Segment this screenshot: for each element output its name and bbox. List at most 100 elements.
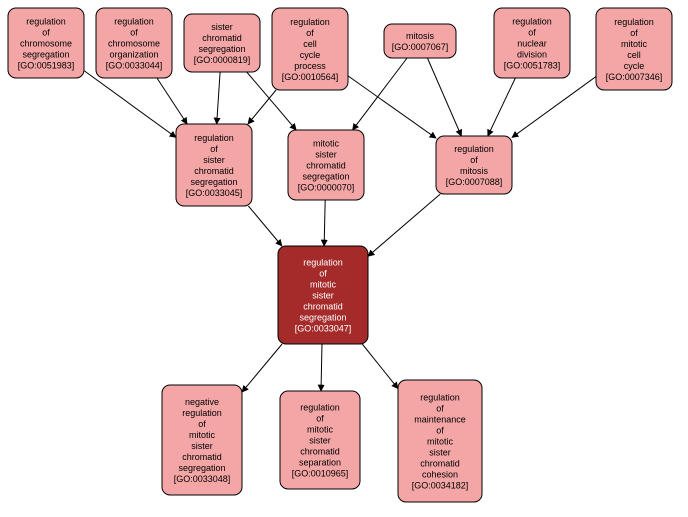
graph-node[interactable]: regulationofsisterchromatidsegregation[G…	[176, 124, 252, 206]
edge	[248, 90, 276, 124]
node-label-line: [GO:0010965]	[292, 468, 349, 478]
node-label-line: mitotic	[427, 436, 454, 446]
node-label-line: regulation	[182, 408, 222, 418]
node-label-line: sister	[315, 149, 337, 159]
graph-node[interactable]: regulationofmitoticsisterchromatidsegreg…	[278, 246, 368, 344]
node-label-line: [GO:0033044]	[106, 60, 163, 70]
node-label-line: of	[130, 27, 138, 37]
node-label-line: process	[294, 61, 326, 71]
nodes-layer: regulationofchromosomesegregation[GO:005…	[8, 8, 672, 502]
node-label-line: sister	[191, 441, 213, 451]
edge	[427, 58, 461, 136]
node-label-line: regulation	[194, 133, 234, 143]
edge	[321, 344, 322, 391]
node-label-line: separation	[299, 457, 341, 467]
node-label-line: [GO:0051783]	[504, 60, 561, 70]
node-label-line: chromatid	[420, 458, 460, 468]
graph-node[interactable]: mitosis[GO:0007067]	[384, 24, 456, 58]
graph-node[interactable]: regulationofmitoticsisterchromatidsepara…	[280, 391, 360, 489]
edge	[242, 344, 282, 392]
node-label-line: of	[210, 144, 218, 154]
node-label-line: of	[528, 27, 536, 37]
node-label-line: [GO:0000070]	[298, 182, 355, 192]
edge	[84, 71, 176, 138]
node-label-line: sister	[429, 447, 451, 457]
node-label-line: nuclear	[517, 38, 547, 48]
node-label-line: segregation	[198, 44, 245, 54]
node-label-line: regulation	[26, 16, 66, 26]
edge	[157, 78, 187, 124]
node-label-line: chromosome	[20, 38, 72, 48]
node-label-line: mitotic	[189, 430, 216, 440]
node-label-line: sister	[203, 155, 225, 165]
edge	[362, 344, 398, 389]
node-label-line: segregation	[299, 312, 346, 322]
node-label-line: [GO:0000819]	[194, 55, 251, 65]
node-label-line: regulation	[114, 16, 154, 26]
node-label-line: chromatid	[182, 452, 222, 462]
node-label-line: mitotic	[621, 39, 648, 49]
edge	[324, 200, 325, 246]
node-label-line: chromatid	[306, 160, 346, 170]
node-label-line: mitotic	[307, 424, 334, 434]
graph-node[interactable]: regulationofcellcycleprocess[GO:0010564]	[272, 8, 348, 90]
node-label-line: cycle	[624, 61, 645, 71]
node-label-line: division	[517, 49, 547, 59]
node-label-line: of	[319, 268, 327, 278]
graph-node[interactable]: regulationofchromosomesegregation[GO:005…	[8, 8, 84, 78]
graph-node[interactable]: regulationofchromosomeorganization[GO:00…	[96, 8, 172, 78]
graph-node[interactable]: regulationofmitosis[GO:0007088]	[436, 136, 512, 194]
node-label-line: negative	[185, 397, 219, 407]
node-label-line: regulation	[420, 392, 460, 402]
node-label-line: regulation	[614, 17, 654, 27]
node-label-line: of	[198, 419, 206, 429]
node-label-line: mitosis	[460, 166, 489, 176]
node-label-line: segregation	[302, 171, 349, 181]
edge	[248, 206, 282, 246]
node-label-line: of	[470, 155, 478, 165]
node-label-line: of	[436, 403, 444, 413]
node-label-line: mitotic	[310, 279, 337, 289]
node-label-line: [GO:0007346]	[606, 72, 663, 82]
graph-node[interactable]: regulationofnucleardivision[GO:0051783]	[494, 8, 570, 78]
node-label-line: cohesion	[422, 469, 458, 479]
node-label-line: cell	[627, 50, 641, 60]
node-label-line: maintenance	[414, 414, 466, 424]
node-label-line: regulation	[454, 144, 494, 154]
node-label-line: chromatid	[202, 33, 242, 43]
node-label-line: [GO:0007067]	[392, 42, 449, 52]
edge	[368, 194, 440, 256]
edge	[488, 78, 516, 136]
node-label-line: [GO:0010564]	[282, 72, 339, 82]
node-label-line: [GO:0051983]	[18, 60, 75, 70]
node-label-line: regulation	[303, 257, 343, 267]
node-label-line: segregation	[178, 463, 225, 473]
node-label-line: of	[316, 413, 324, 423]
node-label-line: cell	[303, 39, 317, 49]
node-label-line: of	[42, 27, 50, 37]
node-label-line: sister	[309, 435, 331, 445]
node-label-line: cycle	[300, 50, 321, 60]
node-label-line: [GO:0033048]	[174, 474, 231, 484]
graph-node[interactable]: mitoticsisterchromatidsegregation[GO:000…	[288, 130, 364, 200]
node-label-line: mitotic	[313, 138, 340, 148]
node-label-line: sister	[211, 22, 233, 32]
edge	[512, 77, 596, 138]
node-label-line: regulation	[512, 16, 552, 26]
edge	[217, 72, 220, 124]
node-label-line: [GO:0034182]	[412, 480, 469, 490]
edge	[353, 58, 408, 130]
node-label-line: of	[436, 425, 444, 435]
graph-node[interactable]: negativeregulationofmitoticsisterchromat…	[162, 385, 242, 495]
node-label-line: sister	[312, 290, 334, 300]
node-label-line: chromatid	[300, 446, 340, 456]
node-label-line: mitosis	[406, 31, 435, 41]
graph-node[interactable]: regulationofmitoticcellcycle[GO:0007346]	[596, 8, 672, 90]
node-label-line: organization	[109, 49, 158, 59]
node-label-line: [GO:0007088]	[446, 177, 503, 187]
ontology-graph: regulationofchromosomesegregation[GO:005…	[0, 0, 688, 517]
node-label-line: of	[306, 28, 314, 38]
graph-node[interactable]: regulationofmaintenanceofmitoticsisterch…	[398, 380, 482, 502]
edge	[348, 76, 436, 138]
graph-node[interactable]: sisterchromatidsegregation[GO:0000819]	[184, 14, 260, 72]
